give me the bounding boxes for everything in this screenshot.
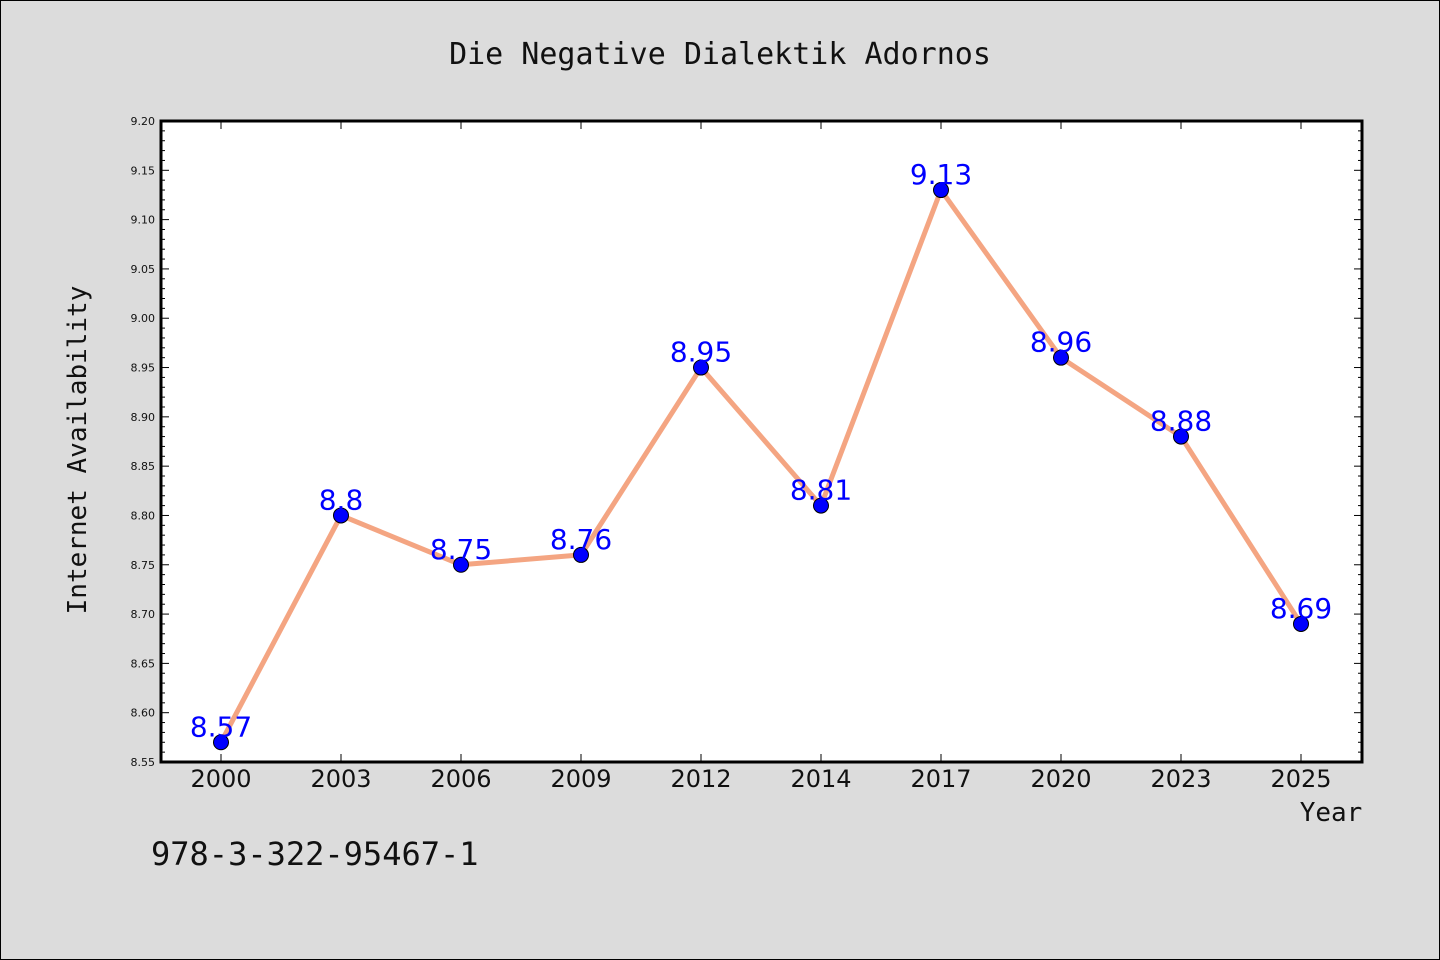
data-label: 8.88 [1150,405,1212,438]
data-label: 8.81 [790,474,852,507]
y-tick-label: 8.85 [131,460,156,473]
data-point [1293,615,1309,632]
y-axis-label: Internet Availability [63,286,93,615]
data-point [693,359,709,376]
y-tick-label: 9.20 [131,115,156,128]
x-tick-label: 2003 [310,765,371,793]
y-tick-label: 9.00 [131,312,156,325]
data-point [1173,428,1189,445]
data-labels-group: 8.57 8.8 8.75 8.76 8.95 8.81 9.13 8.96 8.88 8.69 [190,158,1332,743]
markers-group [213,182,1309,751]
y-tick-label: 8.60 [131,707,156,720]
data-label: 8.75 [430,533,492,566]
y-axis: 8.55 8.60 8.65 8.70 8.75 8.80 8.85 8.90 8.95 9.00… [131,115,1362,769]
y-tick-label: 8.75 [131,559,156,572]
data-label: 8.76 [550,523,612,556]
y-tick-label: 9.10 [131,214,156,227]
chart-title: Die Negative Dialektik Adornos [449,37,991,72]
x-tick-label: 2000 [190,765,251,793]
series-line [218,187,1304,745]
data-label: 8.69 [1270,592,1332,625]
data-point [453,556,469,573]
y-tick-label: 8.90 [131,411,156,424]
data-point [933,182,949,199]
data-point [573,546,589,563]
x-tick-label: 2014 [790,765,851,793]
data-label: 8.8 [319,483,364,516]
x-tick-label: 2009 [550,765,611,793]
data-label: 9.13 [910,158,972,191]
x-tick-label: 2006 [430,765,491,793]
y-tick-label: 8.65 [131,657,156,670]
data-label: 8.96 [1030,326,1092,359]
x-tick-label: 2017 [910,765,971,793]
y-tick-label: 8.70 [131,608,156,621]
y-tick-label: 8.95 [131,362,156,375]
x-axis-label: Year [1300,798,1363,828]
x-tick-label: 2023 [1150,765,1211,793]
data-label: 8.57 [190,710,252,743]
series-line-group [218,187,1304,745]
y-tick-label: 8.55 [131,756,156,769]
y-tick-label: 9.05 [131,263,156,276]
data-label: 8.95 [670,336,732,369]
data-point [1053,349,1069,366]
x-tick-label: 2025 [1270,765,1331,793]
y-tick-label: 9.15 [131,164,156,177]
data-point [333,507,349,524]
plot-area [159,119,1364,764]
x-axis: 2000 2003 2006 2009 2012 2014 2017 2020 2023 2025 [190,121,1332,793]
x-tick-label: 2020 [1030,765,1091,793]
x-tick-label: 2012 [670,765,731,793]
y-tick-label: 8.80 [131,509,156,522]
data-point [213,734,229,751]
data-point [813,497,829,514]
isbn-text: 978-3-322-95467-1 [151,835,479,873]
